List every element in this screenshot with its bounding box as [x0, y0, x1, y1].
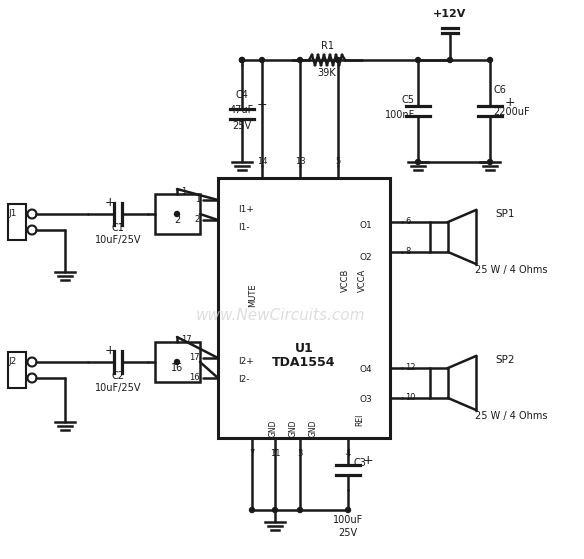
Text: 2: 2: [194, 216, 200, 225]
Text: J2: J2: [8, 357, 16, 366]
Text: 17: 17: [181, 334, 192, 343]
Text: U1: U1: [294, 342, 314, 354]
Text: 25 W / 4 Ohms: 25 W / 4 Ohms: [475, 265, 548, 275]
Text: +12V: +12V: [433, 9, 467, 19]
Text: MUTE: MUTE: [249, 283, 258, 307]
Text: +: +: [505, 96, 516, 108]
Text: TDA1554: TDA1554: [272, 357, 336, 369]
Text: I1+: I1+: [238, 206, 254, 215]
Text: +: +: [257, 98, 267, 111]
Text: 100uF: 100uF: [333, 515, 363, 525]
Text: 25V: 25V: [339, 528, 357, 538]
Text: GND: GND: [269, 419, 277, 437]
Text: 25V: 25V: [232, 121, 252, 131]
Text: 5: 5: [335, 158, 340, 167]
Circle shape: [488, 58, 492, 63]
Text: 10uF/25V: 10uF/25V: [95, 235, 141, 245]
Circle shape: [239, 58, 245, 63]
Circle shape: [297, 58, 303, 63]
Bar: [155, 194, 200, 234]
Circle shape: [415, 159, 420, 164]
Text: VCCB: VCCB: [340, 268, 349, 292]
Bar: [430, 222, 448, 252]
Text: 2200uF: 2200uF: [493, 107, 530, 117]
Bar: [8, 352, 26, 388]
Text: 10uF/25V: 10uF/25V: [95, 383, 141, 393]
Circle shape: [175, 359, 179, 364]
Text: I1-: I1-: [238, 224, 249, 233]
Text: J1: J1: [8, 209, 16, 217]
Circle shape: [175, 211, 179, 216]
Text: +: +: [363, 454, 374, 467]
Text: 4: 4: [345, 449, 350, 458]
Text: R1: R1: [321, 41, 333, 51]
Circle shape: [249, 508, 255, 513]
Text: O3: O3: [359, 396, 372, 405]
Text: O4: O4: [359, 366, 372, 375]
Text: 1: 1: [181, 187, 186, 196]
Text: 25 W / 4 Ohms: 25 W / 4 Ohms: [475, 411, 548, 421]
Text: 17: 17: [189, 353, 200, 362]
Text: VCCA: VCCA: [357, 268, 367, 292]
Text: C5: C5: [402, 95, 415, 105]
Circle shape: [273, 508, 277, 513]
Bar: [218, 178, 390, 438]
Text: SP2: SP2: [495, 355, 515, 365]
Text: 6: 6: [405, 217, 411, 226]
Text: C1: C1: [112, 223, 124, 233]
Text: +: +: [105, 343, 115, 357]
Circle shape: [239, 58, 245, 63]
Text: 1: 1: [194, 196, 200, 205]
Text: GND: GND: [308, 419, 318, 437]
Text: 10: 10: [405, 394, 415, 402]
Text: O1: O1: [359, 220, 372, 230]
Text: +: +: [105, 196, 115, 209]
Text: 12: 12: [405, 363, 415, 372]
Bar: [430, 368, 448, 398]
Text: C2: C2: [112, 371, 124, 381]
Text: 14: 14: [257, 158, 267, 167]
Text: GND: GND: [288, 419, 297, 437]
Text: 11: 11: [270, 449, 280, 458]
Circle shape: [415, 58, 420, 63]
Text: 3: 3: [297, 449, 303, 458]
Circle shape: [488, 159, 492, 164]
Text: 39K: 39K: [318, 68, 336, 78]
Text: I2+: I2+: [238, 358, 254, 367]
Text: I2-: I2-: [238, 376, 249, 385]
Text: 47uF: 47uF: [230, 105, 254, 115]
Circle shape: [346, 508, 350, 513]
Text: 100nF: 100nF: [385, 110, 415, 120]
Text: C4: C4: [235, 90, 248, 100]
Text: C6: C6: [493, 85, 506, 95]
Text: REI: REI: [356, 414, 364, 426]
Text: SP1: SP1: [495, 209, 515, 219]
Circle shape: [259, 58, 265, 63]
Circle shape: [297, 508, 303, 513]
Text: 16: 16: [171, 363, 183, 373]
Circle shape: [335, 58, 340, 63]
Text: 16: 16: [189, 373, 200, 382]
Text: 7: 7: [249, 449, 255, 458]
Text: 2: 2: [174, 215, 180, 225]
Text: 8: 8: [405, 248, 411, 257]
Text: O2: O2: [359, 253, 372, 263]
Circle shape: [447, 58, 453, 63]
Bar: [8, 204, 26, 240]
Bar: [155, 342, 200, 382]
Text: 13: 13: [295, 158, 305, 167]
Text: C3: C3: [353, 458, 366, 468]
Text: www.NewCircuits.com: www.NewCircuits.com: [195, 307, 365, 323]
